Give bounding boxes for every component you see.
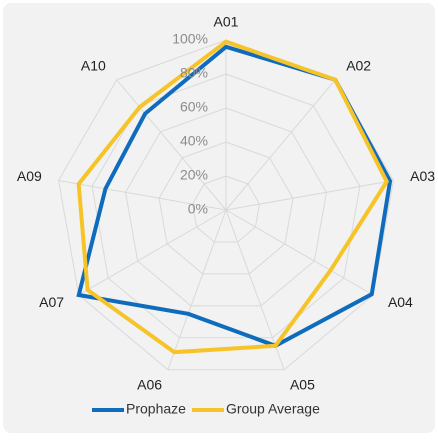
spoke: [225, 209, 285, 370]
r-tick-label: 100%: [172, 31, 208, 47]
spoke: [225, 79, 336, 211]
r-tick-label: 80%: [180, 65, 208, 81]
spoke: [116, 79, 227, 211]
category-label: A09: [17, 168, 42, 184]
category-label: A05: [290, 376, 315, 392]
r-tick-label: 60%: [180, 99, 208, 115]
series-line: [76, 39, 390, 355]
category-label: A07: [39, 294, 64, 310]
legend-label: Group Average: [226, 401, 320, 417]
spoke: [167, 209, 227, 370]
r-tick-label: 20%: [180, 167, 208, 183]
category-label: A04: [388, 294, 413, 310]
spoke: [78, 209, 227, 296]
chart-background: [3, 3, 435, 433]
spoke: [225, 209, 374, 296]
spoke: [225, 179, 394, 211]
grid-ring: [191, 175, 261, 243]
category-label: A01: [214, 14, 239, 30]
category-label: A06: [137, 376, 162, 392]
grid-ring: [125, 107, 327, 307]
r-tick-label: 40%: [180, 133, 208, 149]
legend-label: Prophaze: [126, 401, 186, 417]
category-label: A03: [410, 168, 435, 184]
r-tick-label: 0%: [188, 201, 208, 217]
grid-ring: [91, 73, 361, 339]
category-label: A02: [346, 57, 371, 73]
grid-ring: [158, 141, 294, 275]
spoke: [58, 179, 227, 211]
category-label: A10: [81, 57, 106, 73]
